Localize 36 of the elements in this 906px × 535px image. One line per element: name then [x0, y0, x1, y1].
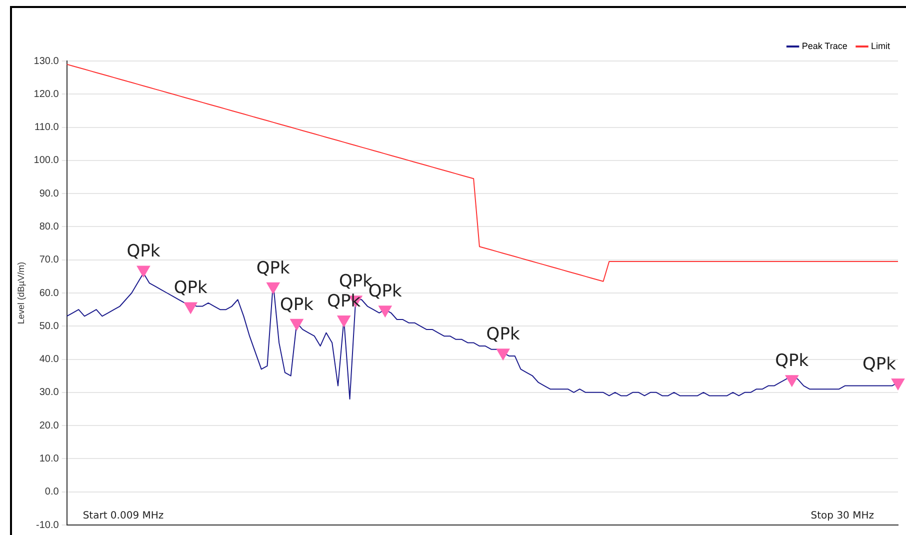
annotation: Stop 30 MHz: [810, 510, 874, 522]
y-tick-label: 70.0: [39, 254, 60, 266]
y-axis-title: Level (dBµV/m): [16, 262, 26, 324]
point: [266, 282, 280, 294]
y-tick-label: 30.0: [39, 387, 60, 398]
annotation: QPk: [862, 354, 896, 374]
y-tick-label: 80.0: [39, 221, 60, 232]
annotation: QPk: [486, 324, 520, 345]
annotation: QPk: [174, 278, 208, 298]
y-tick-label: 10.0: [39, 453, 60, 464]
y-tick-label: 20.0: [39, 420, 60, 432]
y-tick-label: 0.0: [44, 486, 60, 498]
y-tick-label: 90.0: [39, 188, 60, 200]
annotation: QPk: [126, 242, 160, 262]
annotation: Start 0.009 MHz: [82, 510, 164, 522]
y-tick-label: 50.0: [39, 320, 60, 332]
y-tick-label: 100.0: [34, 155, 60, 166]
point: [337, 316, 350, 328]
y-tick-label: 120.0: [34, 88, 60, 100]
y-tick-label: 110.0: [34, 122, 60, 134]
y-tick-label: 130.0: [34, 56, 60, 67]
point: [184, 302, 198, 314]
annotation: QPk: [256, 258, 290, 278]
point: [136, 266, 150, 278]
point: [378, 306, 392, 318]
legend-label: Limit: [871, 40, 890, 51]
point: [891, 378, 905, 390]
annotation: QPk: [280, 294, 314, 315]
y-tick-label: 60.0: [39, 288, 60, 299]
y-tick-label: 40.0: [39, 354, 60, 366]
annotation: QPk: [775, 351, 809, 372]
legend-label: Peak Trace: [802, 40, 848, 51]
point: [785, 375, 798, 387]
y-tick-label: -10.0: [36, 520, 60, 531]
point: [290, 318, 304, 330]
point: [496, 348, 510, 360]
